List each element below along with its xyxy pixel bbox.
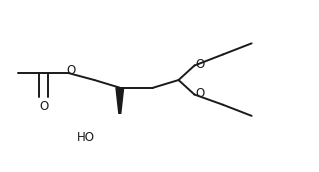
Text: O: O — [39, 100, 48, 113]
Text: O: O — [67, 64, 76, 77]
Text: O: O — [196, 87, 205, 100]
Text: O: O — [196, 58, 205, 71]
Polygon shape — [116, 88, 123, 113]
Text: HO: HO — [76, 131, 94, 144]
